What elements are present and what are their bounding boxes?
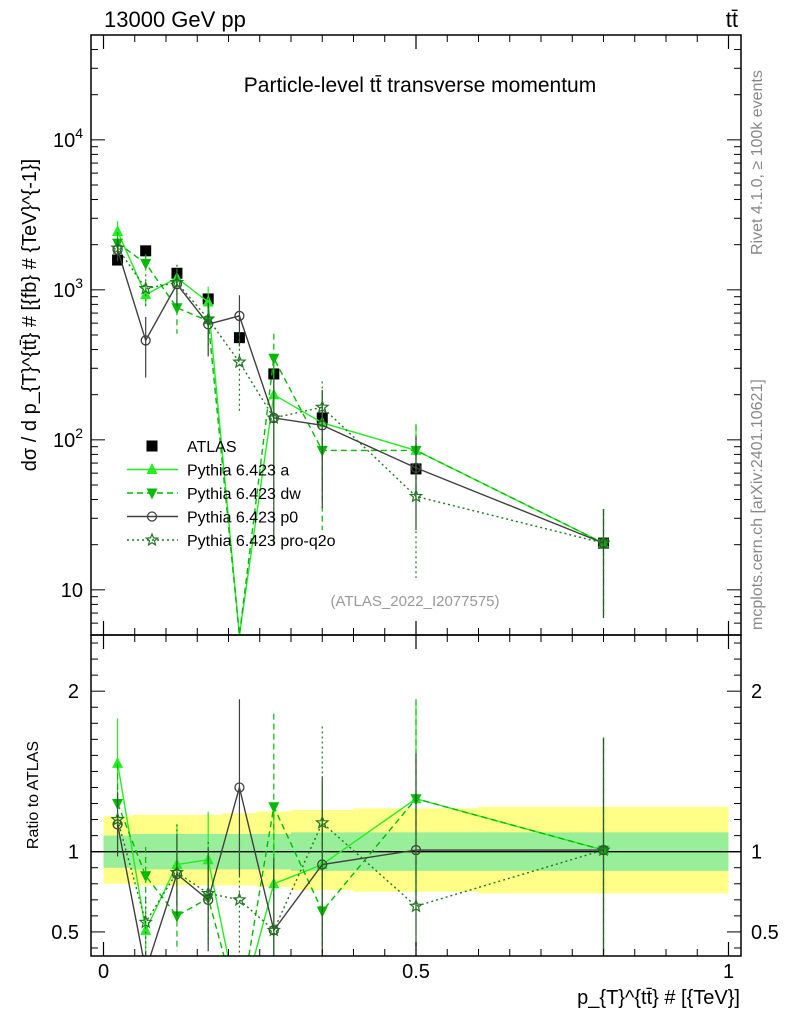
main-data-point	[408, 488, 424, 503]
process-label: tt̄	[726, 7, 738, 32]
ratio-data-point	[169, 864, 185, 879]
energy-label: 13000 GeV pp	[104, 7, 246, 32]
main-data-point	[171, 279, 183, 290]
mcplots-label: mcplots.cern.ch [arXiv:2401.10621]	[749, 379, 766, 630]
main-data-point	[202, 295, 214, 307]
legend-marker	[146, 463, 158, 474]
ratio-data-point	[408, 898, 424, 913]
legend-entry: Pythia 6.423 pro-q2o	[187, 533, 336, 550]
ratio-series-line	[116, 797, 604, 956]
ratio-y-tick-label-left: 1	[68, 842, 79, 864]
main-data-point	[596, 535, 611, 550]
x-axis-label: p_{T}^{tt̄} # [{TeV}]	[577, 987, 740, 1009]
legend-marker	[146, 511, 158, 522]
ratio-y-tick-label-left: 0.5	[51, 922, 79, 944]
ratio-data-point	[596, 842, 611, 857]
main-data-point	[138, 280, 153, 295]
main-data-point	[110, 240, 125, 255]
main-data-point	[234, 310, 245, 322]
ratio-data-point	[200, 885, 216, 900]
ratio-data-point	[234, 782, 245, 793]
legend-entry: Pythia 6.423 dw	[187, 486, 301, 503]
ratio-series-group	[110, 699, 611, 956]
main-y-tick-label: 10	[61, 580, 83, 602]
ratio-series-line	[116, 819, 604, 932]
main-data-point	[266, 410, 282, 425]
x-tick-label: 0	[98, 961, 109, 983]
main-series-group	[110, 221, 611, 635]
main-data-point	[140, 245, 152, 257]
main-y-axis-label: dσ / d p_{T}^{tt̄} # [{fb} # {TeV}^{-1}]	[19, 159, 41, 471]
main-data-point	[140, 258, 152, 270]
ratio-data-point	[317, 859, 328, 870]
main-data-point	[169, 274, 185, 289]
ratio-y-tick-label-right: 1	[751, 842, 762, 864]
main-data-point	[140, 335, 151, 346]
main-data-point	[200, 311, 216, 326]
legend-entry: Pythia 6.423 a	[187, 463, 289, 480]
ratio-series-3	[110, 726, 611, 956]
legend-marker	[146, 488, 158, 500]
main-series-4	[110, 237, 611, 618]
legend-marker	[144, 532, 160, 547]
main-data-point	[268, 353, 280, 365]
main-series-1	[112, 221, 609, 635]
ratio-series-line	[116, 763, 604, 956]
ratio-data-point	[171, 911, 183, 923]
ratio-data-point	[112, 756, 124, 768]
ratio-panel-frame	[90, 634, 742, 957]
ratio-data-point	[140, 871, 152, 883]
ratio-y-tick-label-right: 0.5	[751, 922, 779, 944]
main-y-tick-label: 104	[53, 125, 83, 152]
main-data-point	[317, 420, 328, 431]
main-y-tick-label: 103	[53, 275, 83, 302]
main-series-0	[112, 245, 609, 549]
legend: ATLAS Pythia 6.423 a Pythia 6.423 dw Pythia…	[127, 439, 336, 550]
main-series-3	[112, 239, 609, 618]
ratio-y-tick-label-right: 2	[751, 681, 762, 703]
x-tick-label: 0.5	[402, 961, 430, 983]
main-data-point	[232, 354, 247, 369]
ratio-data-point	[110, 811, 125, 826]
ratio-data-point	[268, 802, 280, 814]
main-data-point	[112, 224, 124, 236]
main-axes: 10 102 103 104	[53, 34, 741, 636]
main-data-point	[314, 399, 330, 414]
ratio-data-point	[140, 923, 152, 935]
main-y-tick-label: 102	[53, 425, 83, 452]
rivet-label: Rivet 4.1.0, ≥ 100k events	[749, 70, 766, 255]
main-data-point	[140, 288, 152, 300]
legend-entry: ATLAS	[187, 439, 237, 456]
main-series-line	[117, 242, 604, 635]
legend-entry: Pythia 6.423 p0	[187, 510, 298, 527]
main-data-point	[171, 303, 183, 315]
ratio-y-axis-label: Ratio to ATLAS	[25, 741, 42, 849]
ratio-data-point	[314, 815, 330, 829]
ratio-data-point	[232, 892, 247, 907]
x-tick-label: 1	[723, 961, 734, 983]
ratio-data-point	[138, 914, 153, 929]
main-series-line	[116, 231, 604, 635]
reference-label: (ATLAS_2022_I2077575)	[330, 593, 499, 610]
ratio-y-tick-label-left: 2	[68, 681, 79, 703]
legend-marker	[146, 440, 158, 452]
ratio-axes: 0 0.5 1 0.5 0.5 1 1 2 2	[51, 635, 779, 983]
chart-title: Particle-level tt̄ transverse momentum	[244, 74, 596, 97]
ratio-data-point	[266, 922, 282, 937]
